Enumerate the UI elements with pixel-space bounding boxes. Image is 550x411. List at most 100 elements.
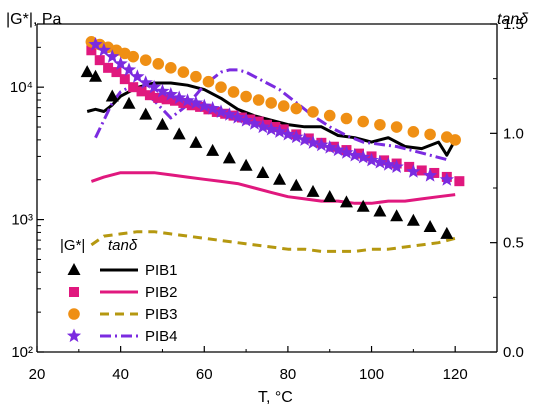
modulus-point-pib4: [113, 56, 128, 70]
y-right-tick-label: 1.0: [503, 125, 524, 142]
modulus-point-pib4: [297, 132, 312, 146]
modulus-point-pib1: [440, 226, 454, 239]
modulus-point-pib3: [277, 100, 290, 112]
modulus-point-pib2: [178, 97, 189, 108]
modulus-point-pib3: [165, 62, 177, 74]
y-left-tick-label: 10²: [11, 344, 33, 361]
modulus-point-pib4: [96, 42, 111, 57]
modulus-point-pib4: [406, 164, 421, 178]
x-tick-label: 80: [280, 366, 297, 383]
modulus-point-pib1: [390, 209, 404, 222]
modulus-point-pib2: [103, 62, 114, 73]
x-tick-label: 100: [359, 366, 384, 383]
modulus-point-pib4: [138, 75, 153, 89]
modulus-point-pib1: [373, 204, 387, 217]
modulus-point-pib1: [222, 151, 236, 164]
tan-delta-line-pib3: [90, 230, 456, 253]
modulus-point-pib2: [404, 161, 415, 172]
modulus-point-pib3: [390, 121, 403, 133]
modulus-point-pib4: [121, 62, 137, 76]
modulus-point-pib1: [239, 158, 253, 171]
modulus-point-pib3: [127, 50, 139, 63]
x-tick-label: 120: [443, 366, 468, 383]
modulus-point-pib3: [152, 58, 165, 70]
modulus-point-pib3: [374, 118, 386, 131]
legend-header-modulus: |G*|: [60, 237, 85, 254]
modulus-point-pib3: [424, 128, 436, 141]
modulus-point-pib1: [423, 219, 437, 232]
modulus-point-pib4: [180, 93, 195, 107]
modulus-point-pib4: [439, 172, 454, 186]
modulus-point-pib1: [89, 69, 103, 82]
modulus-point-pib2: [170, 95, 180, 106]
modulus-point-pib3: [307, 106, 319, 118]
legend-label-pib1: PIB1: [145, 262, 178, 279]
modulus-point-pib2: [128, 82, 139, 93]
modulus-point-pib3: [190, 70, 202, 83]
legend-marker-pib2: [69, 287, 79, 297]
modulus-point-pib1: [339, 195, 353, 208]
modulus-point-pib4: [105, 49, 120, 63]
modulus-point-pib1: [122, 96, 136, 109]
modulus-point-pib4: [372, 155, 387, 169]
legend-label-pib4: PIB4: [145, 328, 178, 345]
modulus-point-pib1: [289, 178, 303, 191]
modulus-point-pib4: [423, 168, 438, 182]
modulus-point-pib4: [230, 110, 245, 124]
modulus-point-pib4: [347, 148, 362, 162]
modulus-point-pib1: [256, 165, 270, 178]
axis-ticks: 20 40 60 80 100 120 10² 10³ 10⁴ 0.0 0.5 1.0 1.5: [10, 16, 524, 383]
modulus-point-pib4: [147, 79, 162, 94]
x-tick-label: 60: [196, 366, 213, 383]
modulus-point-pib2: [136, 86, 147, 97]
x-axis-label: T, °C: [258, 389, 293, 406]
modulus-point-pib1: [172, 127, 186, 140]
modulus-point-pib4: [322, 140, 337, 154]
modulus-point-pib1: [306, 184, 320, 197]
tan-delta-line-pib2: [90, 171, 456, 205]
modulus-point-pib3: [323, 109, 336, 122]
plot-area: [36, 23, 498, 353]
legend-marker-pib3: [68, 308, 80, 320]
modulus-point-pib3: [290, 102, 303, 115]
modulus-point-pib3: [202, 75, 215, 88]
modulus-point-pib1: [406, 213, 420, 226]
modulus-point-pib2: [161, 94, 172, 105]
y-right-axis-label: tanδ: [497, 11, 529, 28]
modulus-point-pib3: [407, 126, 420, 138]
modulus-point-pib2: [144, 90, 155, 101]
modulus-point-pib1: [206, 143, 220, 156]
y-right-tick-label: 0.0: [503, 344, 524, 361]
legend: |G*| tanδ PIB1 PIB2 PIB3 PIB4: [60, 237, 178, 345]
modulus-point-pib1: [189, 135, 203, 148]
modulus-point-pib4: [305, 135, 321, 149]
modulus-point-pib3: [340, 112, 353, 125]
modulus-point-pib2: [203, 104, 214, 115]
modulus-point-pib2: [111, 67, 122, 78]
modulus-point-pib3: [139, 54, 152, 66]
modulus-point-pib2: [454, 176, 465, 187]
y-left-axis-label: |G*|, Pa: [6, 11, 62, 28]
x-tick-label: 40: [112, 366, 129, 383]
modulus-point-pib4: [339, 145, 354, 159]
modulus-point-pib3: [177, 66, 190, 78]
modulus-point-pib4: [381, 157, 396, 171]
modulus-point-pib4: [88, 37, 103, 51]
modulus-point-pib1: [356, 199, 370, 212]
modulus-point-pib3: [215, 81, 227, 93]
modulus-point-pib4: [289, 129, 304, 144]
legend-marker-pib1: [67, 263, 81, 275]
y-right-tick-label: 0.5: [503, 235, 524, 252]
legend-rows: PIB1 PIB2 PIB3 PIB4: [66, 262, 178, 345]
legend-label-pib3: PIB3: [145, 306, 178, 323]
modulus-point-pib4: [280, 126, 295, 141]
modulus-point-pib2: [119, 74, 130, 85]
modulus-point-pib2: [195, 101, 206, 112]
x-tick-label: 20: [29, 366, 46, 383]
modulus-point-pib4: [213, 104, 229, 118]
modulus-point-pib4: [331, 142, 346, 157]
legend-marker-pib4: [66, 328, 82, 343]
y-left-tick-label: 10⁴: [10, 79, 33, 96]
legend-label-pib2: PIB2: [145, 284, 178, 301]
modulus-point-pib3: [357, 115, 369, 128]
